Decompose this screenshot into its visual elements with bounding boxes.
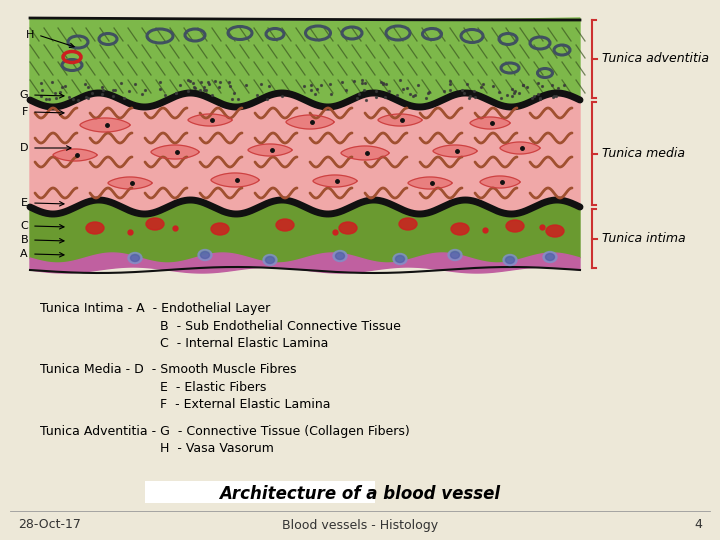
Text: C: C [20,221,28,231]
Polygon shape [108,177,152,189]
Ellipse shape [543,252,557,262]
Text: Tunica media: Tunica media [602,147,685,160]
Text: H  - Vasa Vasorum: H - Vasa Vasorum [160,442,274,455]
Text: 28-Oct-17: 28-Oct-17 [18,518,81,531]
Text: B: B [20,235,28,245]
Ellipse shape [211,223,229,235]
Polygon shape [151,145,199,159]
Text: F: F [22,107,28,117]
Text: E  - Elastic Fibers: E - Elastic Fibers [160,381,266,394]
Text: Tunica Media - D  - Smooth Muscle Fibres: Tunica Media - D - Smooth Muscle Fibres [40,363,297,376]
Ellipse shape [506,220,524,232]
Ellipse shape [505,256,515,264]
Ellipse shape [451,223,469,235]
Ellipse shape [200,252,210,259]
Text: Tunica intima: Tunica intima [602,232,685,245]
Text: 4: 4 [694,518,702,531]
Ellipse shape [130,254,140,261]
Ellipse shape [451,252,459,259]
Polygon shape [480,176,520,188]
Polygon shape [500,142,540,154]
Polygon shape [80,118,130,132]
Polygon shape [188,114,232,126]
Polygon shape [408,177,452,189]
Ellipse shape [395,255,405,262]
Ellipse shape [546,225,564,237]
Text: Blood vessels - Histology: Blood vessels - Histology [282,518,438,531]
Ellipse shape [546,253,554,260]
Text: C  - Internal Elastic Lamina: C - Internal Elastic Lamina [160,337,328,350]
Ellipse shape [399,218,417,230]
FancyBboxPatch shape [145,481,375,503]
Polygon shape [30,253,580,273]
Ellipse shape [339,222,357,234]
Ellipse shape [128,253,142,264]
Ellipse shape [276,219,294,231]
Polygon shape [286,115,334,129]
Ellipse shape [333,251,347,261]
Polygon shape [341,146,389,160]
Ellipse shape [198,249,212,260]
Ellipse shape [393,253,407,265]
Text: Tunica adventitia: Tunica adventitia [602,52,709,65]
Text: A: A [20,249,28,259]
Polygon shape [470,117,510,129]
Polygon shape [433,145,477,157]
Text: Architecture of a blood vessel: Architecture of a blood vessel [220,485,500,503]
Text: B  - Sub Endothelial Connective Tissue: B - Sub Endothelial Connective Tissue [160,320,401,333]
Text: D: D [19,143,28,153]
Polygon shape [53,149,97,161]
Ellipse shape [146,218,164,230]
Ellipse shape [448,249,462,260]
Text: F  - External Elastic Lamina: F - External Elastic Lamina [160,399,330,411]
Text: H: H [26,30,34,40]
Polygon shape [378,114,422,126]
Polygon shape [30,93,580,214]
Polygon shape [211,173,259,187]
Ellipse shape [266,256,274,264]
Text: Tunica Adventitia - G  - Connective Tissue (Collagen Fibers): Tunica Adventitia - G - Connective Tissu… [40,424,410,437]
Text: G: G [19,90,28,100]
Ellipse shape [86,222,104,234]
Ellipse shape [336,253,344,260]
Polygon shape [30,18,580,107]
Text: E: E [21,198,28,208]
Ellipse shape [503,254,517,266]
Polygon shape [248,144,292,156]
Text: Tunica Intima - A  - Endothelial Layer: Tunica Intima - A - Endothelial Layer [40,302,270,315]
Polygon shape [313,175,357,187]
Ellipse shape [263,254,277,266]
Polygon shape [30,200,580,263]
